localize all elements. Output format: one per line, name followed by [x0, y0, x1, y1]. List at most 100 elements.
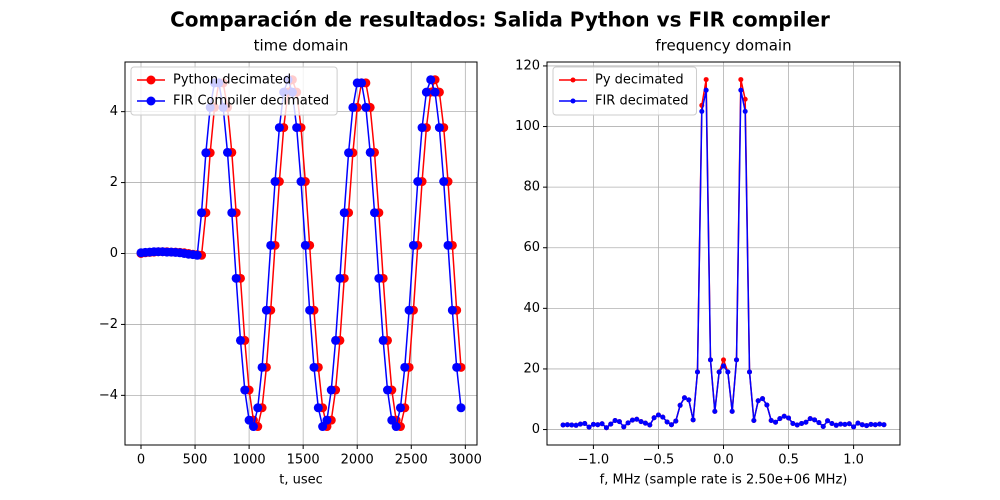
data-point: [261, 305, 271, 315]
data-point: [829, 420, 835, 426]
data-point: [456, 403, 466, 413]
x-axis-label: t, usec: [279, 473, 323, 488]
data-point: [231, 273, 241, 283]
x-axis-label: f, MHz (sample rate is 2.50e+06 MHz): [600, 473, 848, 488]
data-point: [560, 422, 566, 428]
data-point: [859, 422, 865, 428]
data-point: [326, 385, 336, 395]
axes-title: frequency domain: [655, 37, 791, 55]
data-point: [833, 422, 839, 428]
legend-marker: [570, 98, 576, 104]
data-point: [851, 424, 857, 430]
data-point: [430, 87, 440, 97]
data-point: [712, 408, 718, 414]
x-tick-label: 2000: [341, 453, 374, 468]
data-point: [201, 148, 211, 158]
data-point: [642, 420, 648, 426]
data-point: [816, 420, 822, 426]
legend-marker: [146, 96, 156, 106]
data-point: [603, 425, 609, 431]
data-point: [751, 417, 757, 423]
data-point: [447, 305, 457, 315]
data-point: [721, 363, 726, 369]
x-tick-label: 0.5: [778, 453, 799, 468]
data-point: [872, 422, 878, 428]
legend: Py decimated FIR decimated: [552, 66, 697, 116]
data-point: [703, 77, 709, 83]
data-point: [807, 416, 813, 422]
data-point: [864, 423, 870, 429]
data-point: [426, 75, 436, 85]
data-point: [248, 422, 258, 432]
data-point: [825, 418, 831, 424]
data-point: [391, 422, 401, 432]
data-point: [721, 357, 726, 363]
data-point: [274, 123, 284, 133]
data-point: [742, 108, 748, 114]
data-point: [339, 208, 349, 218]
data-point: [348, 102, 358, 112]
data-point: [677, 402, 683, 408]
data-point: [764, 402, 770, 408]
data-point: [408, 240, 418, 250]
data-point: [374, 273, 384, 283]
x-tick-label: 0: [137, 453, 145, 468]
legend-label: Py decimated: [595, 73, 684, 88]
data-point: [707, 357, 713, 363]
data-point: [296, 177, 306, 187]
y-tick-label: 0: [532, 422, 540, 437]
data-point: [227, 208, 237, 218]
data-point: [569, 422, 575, 428]
data-point: [608, 421, 614, 427]
data-point: [335, 273, 345, 283]
data-point: [673, 418, 679, 424]
data-point: [404, 305, 414, 315]
data-point: [309, 362, 319, 372]
data-point: [855, 420, 861, 426]
data-point: [452, 362, 462, 372]
data-point: [625, 420, 631, 426]
x-tick-label: 1500: [287, 453, 320, 468]
data-point: [434, 123, 444, 133]
data-point: [370, 208, 380, 218]
data-point: [365, 147, 375, 157]
data-point: [413, 177, 423, 187]
data-point: [777, 416, 783, 422]
data-point: [253, 403, 263, 413]
legend: Python decimated FIR Compiler decimated: [130, 66, 338, 116]
data-point: [690, 417, 696, 423]
x-tick-label: −0.5: [643, 453, 675, 468]
x-tick-label: 1000: [233, 453, 266, 468]
y-tick-label: −2: [99, 317, 118, 332]
data-point: [881, 422, 887, 428]
data-point: [768, 417, 774, 423]
data-point: [344, 148, 354, 158]
x-tick-label: 500: [183, 453, 208, 468]
y-tick-label: 60: [523, 240, 540, 255]
y-tick-label: 2: [110, 175, 118, 190]
data-point: [794, 422, 800, 428]
y-tick-label: 80: [523, 180, 540, 195]
y-tick-label: 0: [110, 246, 118, 261]
data-point: [595, 422, 601, 428]
data-point: [734, 357, 740, 363]
data-point: [616, 419, 622, 425]
data-point: [564, 422, 570, 428]
data-point: [799, 420, 805, 426]
data-point: [439, 177, 449, 187]
data-point: [638, 419, 644, 425]
data-point: [660, 414, 666, 420]
legend-label: Python decimated: [173, 73, 291, 88]
data-point: [877, 421, 883, 427]
data-point: [235, 335, 245, 345]
data-point: [699, 108, 705, 114]
data-point: [599, 421, 605, 427]
data-point: [400, 362, 410, 372]
data-point: [725, 369, 731, 375]
data-point: [244, 415, 254, 425]
data-point: [357, 78, 367, 88]
data-point: [703, 87, 709, 93]
data-point: [313, 403, 323, 413]
legend-box: [552, 66, 697, 116]
